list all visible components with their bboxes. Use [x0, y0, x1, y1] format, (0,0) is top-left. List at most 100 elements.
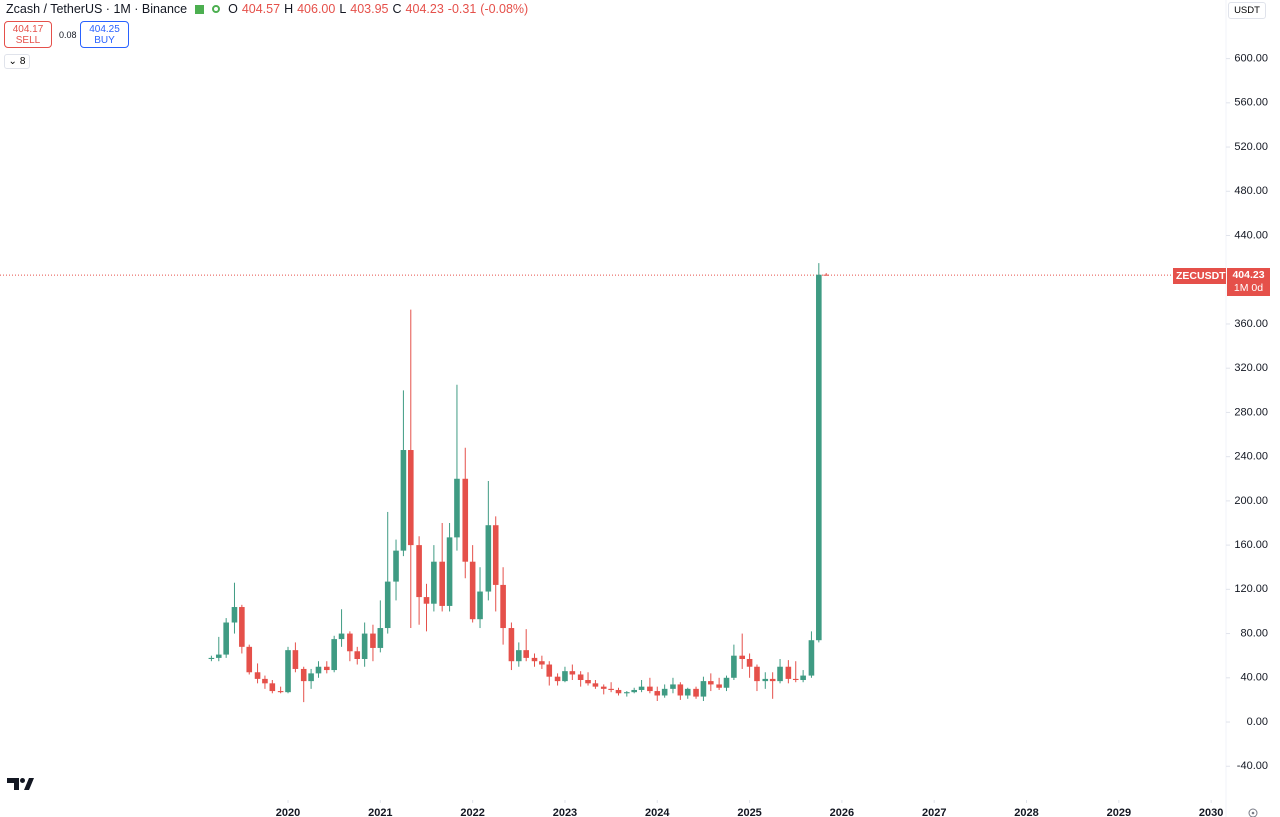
candle-body	[539, 661, 545, 665]
candle-body	[684, 688, 691, 696]
candle-body	[647, 686, 653, 692]
x-tick-label: 2025	[737, 807, 761, 817]
candle-body	[439, 561, 445, 606]
indicators-toggle[interactable]: ⌄ 8	[4, 54, 30, 69]
y-tick-label: 440.00	[1234, 229, 1268, 241]
candle-body	[285, 650, 291, 693]
candle-body	[792, 678, 799, 681]
candle-body	[431, 561, 437, 604]
logo-part	[20, 778, 25, 783]
candle-body	[208, 657, 215, 659]
candle-body	[508, 628, 515, 662]
candle-body	[454, 478, 460, 538]
settings-icon[interactable]	[1248, 808, 1258, 817]
candle-body	[661, 688, 668, 696]
o-label: O	[228, 2, 238, 16]
y-tick-label: 120.00	[1234, 583, 1268, 595]
candle-body	[546, 664, 553, 677]
tv-logo	[7, 778, 34, 790]
x-tick-label: 2029	[1107, 807, 1131, 817]
candle-body	[762, 678, 769, 682]
price-tag-value: 404.23	[1232, 269, 1265, 281]
symbol-tag: ZECUSDT	[1173, 268, 1226, 284]
candle-body	[246, 646, 253, 673]
y-tick-label: 40.00	[1240, 672, 1268, 684]
market-status	[212, 5, 221, 13]
candle-body	[516, 650, 522, 662]
candle-body	[407, 450, 414, 546]
candle-body	[323, 666, 330, 671]
price-tag-countdown: 1M 0d	[1233, 282, 1264, 294]
candle-body	[670, 684, 676, 689]
gear-dot	[1251, 811, 1255, 815]
flag	[195, 4, 205, 14]
y-tick-label: 0.00	[1247, 716, 1268, 728]
candle-body	[384, 581, 391, 629]
buy-price: 404.25	[89, 24, 120, 35]
candle-body	[338, 633, 345, 640]
candle-body	[469, 561, 476, 620]
candle-body	[638, 686, 645, 690]
candle-body	[700, 681, 707, 697]
buy-button[interactable]: 404.25 BUY	[80, 21, 129, 48]
currency-button[interactable]: USDT	[1228, 2, 1266, 19]
candle-body	[315, 666, 322, 674]
candle-body	[292, 650, 299, 669]
indicator-count: 8	[19, 56, 26, 67]
candle-body	[500, 584, 506, 629]
candle-body	[393, 550, 399, 582]
y-tick-label: 360.00	[1234, 318, 1268, 330]
sell-price: 404.17	[12, 24, 44, 35]
candle-body	[708, 681, 714, 685]
candle-body	[600, 686, 607, 689]
candle-body	[823, 274, 830, 276]
y-tick-label: 480.00	[1234, 185, 1268, 197]
price-tag: 404.23 1M 0d	[1227, 268, 1270, 296]
candle-body	[785, 666, 792, 679]
candle-body	[569, 671, 576, 675]
candle-body	[615, 689, 622, 694]
candle-body	[808, 640, 815, 676]
candle-body	[254, 672, 261, 679]
candle-body	[624, 692, 630, 694]
x-tick-label: 2023	[553, 807, 577, 817]
candle-body	[816, 274, 822, 641]
candle-body	[300, 668, 307, 682]
candle-body	[354, 651, 361, 659]
candle-body	[377, 628, 384, 648]
close-value: 404.23	[405, 2, 444, 16]
candle-body	[269, 683, 276, 692]
x-tick-label: 2028	[1014, 807, 1038, 817]
candle-body	[370, 633, 376, 648]
candle-body	[746, 658, 753, 667]
gear[interactable]	[1248, 808, 1258, 817]
candle-body	[754, 666, 760, 682]
sell-button[interactable]: 404.17 SELL	[4, 21, 52, 48]
y-tick-label: 600.00	[1234, 53, 1268, 65]
logo-part	[7, 778, 19, 790]
candle-body	[577, 674, 584, 681]
candle-body	[347, 633, 353, 652]
logo-part	[24, 778, 34, 790]
candle-body	[800, 675, 806, 681]
candle-body	[477, 591, 483, 620]
candle-body	[693, 688, 699, 697]
y-tick-label: 80.00	[1240, 627, 1268, 639]
x-tick-label: 2021	[368, 807, 392, 817]
y-tick-label: -40.00	[1237, 760, 1268, 772]
candle-body	[400, 450, 407, 551]
candle-body	[677, 684, 684, 696]
c-label: C	[392, 2, 402, 16]
y-tick-label: 240.00	[1234, 451, 1268, 463]
chevron: ⌄	[8, 56, 17, 67]
high-value: 406.00	[297, 2, 336, 16]
buy-label: BUY	[94, 35, 115, 46]
candle-body	[554, 676, 561, 682]
symbol[interactable]: Zcash / TetherUS · 1M · Binance	[6, 2, 188, 16]
change: -0.31	[447, 2, 477, 16]
candle-body	[531, 657, 538, 662]
candle-body	[777, 666, 783, 682]
